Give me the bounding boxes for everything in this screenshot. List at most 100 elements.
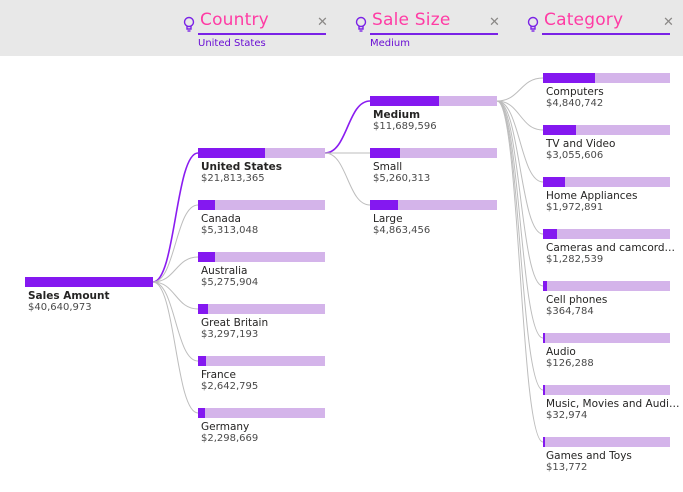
node-bar-fill [370,96,439,106]
node-bar[interactable] [543,125,670,135]
node-bar-fill [25,277,153,287]
node-label: TV and Video [546,138,616,150]
node-value: $5,275,904 [201,277,259,288]
node-bar[interactable] [543,281,670,291]
connector [496,100,544,443]
node-category[interactable]: Audio $126,288 [543,333,670,373]
node-label: Audio [546,346,576,358]
node-category[interactable]: Cameras and camcord… $1,282,539 [543,229,675,269]
node-country[interactable]: Great Britain $3,297,193 [198,304,325,344]
lightbulb-icon[interactable] [354,16,368,34]
connector [496,100,544,339]
node-label: Great Britain [201,317,269,329]
node-value: $21,813,365 [201,173,265,184]
lightbulb-icon[interactable] [182,16,196,34]
node-label: France [201,369,236,381]
node-category[interactable]: Cell phones $364,784 [543,281,670,321]
node-bar[interactable] [198,304,325,314]
node-category[interactable]: Games and Toys $13,772 [543,437,670,477]
node-bar[interactable] [543,177,670,187]
node-bar-fill [543,437,545,447]
node-label: Computers [546,86,604,98]
column-title: Category [544,10,624,30]
node-bar-fill [543,177,565,187]
node-value: $3,055,606 [546,150,604,161]
node-sale-size[interactable]: Small $5,260,313 [370,148,497,188]
node-label: Small [373,161,403,173]
node-sale-size[interactable]: Medium $11,689,596 [370,96,497,136]
node-bar[interactable] [543,73,670,83]
column-selection: Medium [370,38,410,49]
lightbulb-icon[interactable] [526,16,540,34]
node-bar[interactable] [370,96,497,106]
node-country[interactable]: Germany $2,298,669 [198,408,325,448]
node-bar[interactable] [370,148,497,158]
node-label: Germany [201,421,250,433]
column-title: Country [200,10,269,30]
node-bar[interactable] [543,333,670,343]
column-selection: United States [198,38,266,49]
node-label: Large [373,213,403,225]
node-value: $40,640,973 [28,302,92,313]
node-category[interactable]: TV and Video $3,055,606 [543,125,670,165]
node-label: Australia [201,265,248,277]
node-bar[interactable] [25,277,153,287]
close-icon[interactable]: ✕ [663,15,674,30]
node-bar[interactable] [198,356,325,366]
node-bar-fill [370,148,400,158]
node-label: Cell phones [546,294,608,306]
node-bar-fill [198,252,215,262]
node-sales-amount[interactable]: Sales Amount $40,640,973 [25,277,153,317]
connector [152,204,199,283]
node-label: Music, Movies and Audi… [546,398,680,410]
node-country[interactable]: France $2,642,795 [198,356,325,396]
node-country[interactable]: Australia $5,275,904 [198,252,325,292]
connector [152,281,199,414]
node-bar[interactable] [543,437,670,447]
node-bar[interactable] [543,229,670,239]
node-bar[interactable] [198,252,325,262]
connector [496,100,544,391]
node-sale-size[interactable]: Large $4,863,456 [370,200,497,240]
node-category[interactable]: Home Appliances $1,972,891 [543,177,670,217]
node-bar[interactable] [543,385,670,395]
connector [496,77,544,102]
connector [152,281,199,310]
node-bar-fill [198,200,215,210]
connector [324,152,371,206]
node-bar-fill [198,356,206,366]
node-value: $3,297,193 [201,329,259,340]
node-country[interactable]: United States $21,813,365 [198,148,325,188]
connector [496,100,544,131]
node-value: $4,863,456 [373,225,431,236]
connector [152,281,199,362]
close-icon[interactable]: ✕ [317,15,328,30]
node-category[interactable]: Music, Movies and Audi… $32,974 [543,385,679,425]
column-header-category[interactable]: Category ✕ [526,10,676,52]
connector [496,100,544,183]
node-label: Cameras and camcord… [546,242,676,254]
node-bar-fill [543,281,547,291]
node-label: Games and Toys [546,450,632,462]
node-bar-fill [198,148,265,158]
node-bar[interactable] [198,408,325,418]
node-bar[interactable] [198,148,325,158]
node-bar-fill [543,333,545,343]
column-underline [542,33,670,35]
node-bar-fill [543,73,595,83]
node-bar-fill [370,200,398,210]
active-connector [152,152,199,283]
node-label: United States [201,161,282,173]
node-value: $11,689,596 [373,121,437,132]
column-header-sale-size[interactable]: Sale Size ✕ Medium [354,10,500,52]
node-bar[interactable] [198,200,325,210]
node-label: Medium [373,109,421,121]
column-header-country[interactable]: Country ✕ United States [182,10,328,52]
column-underline [198,33,326,35]
node-bar[interactable] [370,200,497,210]
node-bar-fill [543,385,545,395]
close-icon[interactable]: ✕ [489,15,500,30]
node-category[interactable]: Computers $4,840,742 [543,73,670,113]
node-country[interactable]: Canada $5,313,048 [198,200,325,240]
